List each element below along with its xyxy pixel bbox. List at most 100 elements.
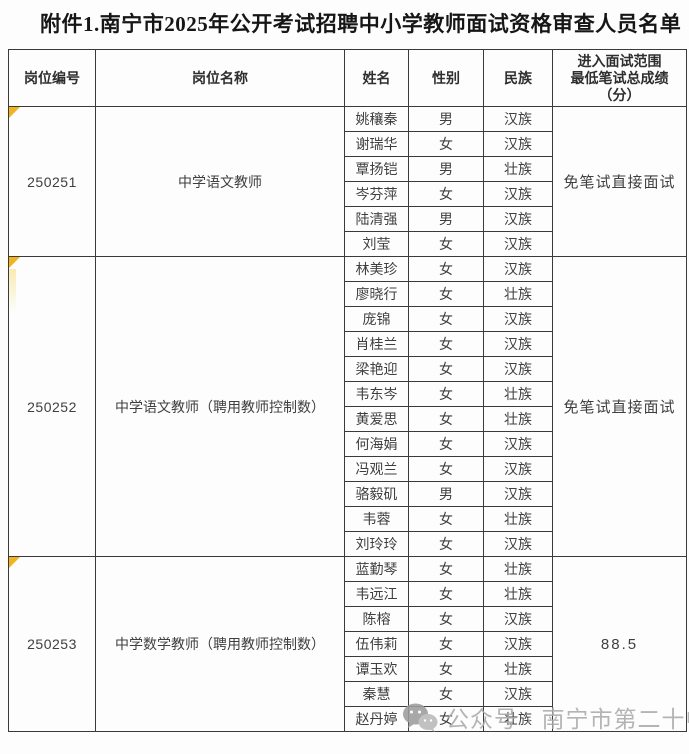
gender-cell: 女 <box>408 706 484 732</box>
position-name-cell: 中学数学教师（聘用教师控制数） <box>95 556 345 732</box>
gender-cell: 女 <box>408 531 484 557</box>
ethnicity-cell: 汉族 <box>483 331 553 357</box>
table-row: 赵丹婷 女 壮族 <box>9 706 687 732</box>
table-row: 谢瑞华 女 汉族 <box>9 131 687 157</box>
name-cell: 刘玲玲 <box>344 531 409 557</box>
name-cell: 姚穰秦 <box>344 106 409 132</box>
ethnicity-cell: 汉族 <box>483 206 553 232</box>
table-row: 韦东岑 女 壮族 <box>9 381 687 407</box>
name-cell: 庞锦 <box>344 306 409 332</box>
ethnicity-cell: 汉族 <box>483 106 553 132</box>
highlight-streak <box>9 269 16 313</box>
name-cell: 秦慧 <box>344 681 409 707</box>
gender-cell: 女 <box>408 581 484 607</box>
ethnicity-cell: 壮族 <box>483 281 553 307</box>
name-cell: 蓝勤琴 <box>344 556 409 582</box>
header-position-code: 岗位编号 <box>8 49 96 107</box>
gender-cell: 女 <box>408 356 484 382</box>
name-cell: 覃扬铠 <box>344 156 409 182</box>
name-cell: 韦远江 <box>344 581 409 607</box>
table-row: 陆清强 男 汉族 <box>9 206 687 232</box>
table-row: 250253 中学数学教师（聘用教师控制数） 蓝勤琴 女 壮族 88.5 <box>8 556 687 732</box>
corner-fold-icon <box>9 557 20 568</box>
ethnicity-cell: 壮族 <box>483 556 553 582</box>
table-row: 刘玲玲 女 汉族 <box>9 531 687 557</box>
gender-cell: 女 <box>408 381 484 407</box>
ethnicity-cell: 汉族 <box>483 456 553 482</box>
table-row: 伍伟莉 女 汉族 <box>9 631 687 657</box>
corner-fold-icon <box>9 107 20 118</box>
table-row: 庞锦 女 汉族 <box>9 306 687 332</box>
name-cell: 刘莹 <box>344 231 409 257</box>
page-title: 附件1.南宁市2025年公开考试招聘中小学教师面试资格审查人员名单 <box>40 12 682 36</box>
position-code: 250252 <box>27 398 77 415</box>
score-cell: 88.5 <box>552 556 687 732</box>
score-cell: 免笔试直接面试 <box>552 256 687 557</box>
ethnicity-cell: 汉族 <box>483 256 553 282</box>
ethnicity-cell: 汉族 <box>483 131 553 157</box>
position-code-cell: 250252 <box>8 256 96 557</box>
ethnicity-cell: 壮族 <box>483 406 553 432</box>
gender-cell: 女 <box>408 406 484 432</box>
ethnicity-cell: 汉族 <box>483 356 553 382</box>
table-row: 岑芬萍 女 汉族 <box>9 181 687 207</box>
header-gender: 性别 <box>408 49 484 107</box>
ethnicity-cell: 壮族 <box>483 381 553 407</box>
score-cell: 免笔试直接面试 <box>552 106 687 257</box>
position-code-cell: 250251 <box>8 106 96 257</box>
name-cell: 肖桂兰 <box>344 331 409 357</box>
header-min-score: 进入面试范围 最低笔试总成绩 （分） <box>552 49 687 107</box>
name-cell: 伍伟莉 <box>344 631 409 657</box>
name-cell: 林美珍 <box>344 256 409 282</box>
position-code-cell: 250253 <box>8 556 96 732</box>
gender-cell: 女 <box>408 431 484 457</box>
ethnicity-cell: 壮族 <box>483 706 553 732</box>
name-cell: 韦蓉 <box>344 506 409 532</box>
gender-cell: 女 <box>408 631 484 657</box>
gender-cell: 女 <box>408 656 484 682</box>
ethnicity-cell: 壮族 <box>483 581 553 607</box>
gender-cell: 女 <box>408 131 484 157</box>
gender-cell: 女 <box>408 256 484 282</box>
gender-cell: 女 <box>408 281 484 307</box>
gender-cell: 女 <box>408 456 484 482</box>
gender-cell: 女 <box>408 681 484 707</box>
ethnicity-cell: 壮族 <box>483 156 553 182</box>
gender-cell: 女 <box>408 606 484 632</box>
gender-cell: 男 <box>408 206 484 232</box>
ethnicity-cell: 汉族 <box>483 306 553 332</box>
gender-cell: 女 <box>408 331 484 357</box>
ethnicity-cell: 汉族 <box>483 681 553 707</box>
name-cell: 梁艳迎 <box>344 356 409 382</box>
corner-fold-icon <box>9 257 20 268</box>
table-row: 肖桂兰 女 汉族 <box>9 331 687 357</box>
name-cell: 陆清强 <box>344 206 409 232</box>
position-name-cell: 中学语文教师 <box>95 106 345 257</box>
header-name: 姓名 <box>344 49 409 107</box>
gender-cell: 女 <box>408 506 484 532</box>
position-name-cell: 中学语文教师（聘用教师控制数） <box>95 256 345 557</box>
header-position-name: 岗位名称 <box>95 49 345 107</box>
ethnicity-cell: 壮族 <box>483 656 553 682</box>
table-row: 刘莹 女 汉族 <box>9 231 687 257</box>
table-row: 250251 中学语文教师 姚穰秦 男 汉族 免笔试直接面试 <box>8 106 687 257</box>
table-row: 陈榕 女 汉族 <box>9 606 687 632</box>
ethnicity-cell: 汉族 <box>483 231 553 257</box>
name-cell: 赵丹婷 <box>344 706 409 732</box>
name-cell: 何海娟 <box>344 431 409 457</box>
ethnicity-cell: 汉族 <box>483 631 553 657</box>
name-cell: 韦东岑 <box>344 381 409 407</box>
table-row: 250252 中学语文教师（聘用教师控制数） 林美珍 女 汉族 免笔试直接面试 <box>8 256 687 557</box>
gender-cell: 男 <box>408 481 484 507</box>
table-row: 梁艳迎 女 汉族 <box>9 356 687 382</box>
gender-cell: 女 <box>408 306 484 332</box>
name-cell: 黄爱思 <box>344 406 409 432</box>
header-row: 岗位编号 岗位名称 姓名 性别 民族 进入面试范围 最低笔试总成绩 （分） <box>8 49 687 107</box>
name-cell: 冯观兰 <box>344 456 409 482</box>
position-code: 250253 <box>27 636 77 652</box>
gender-cell: 女 <box>408 231 484 257</box>
name-cell: 廖晓行 <box>344 281 409 307</box>
name-cell: 谢瑞华 <box>344 131 409 157</box>
ethnicity-cell: 汉族 <box>483 531 553 557</box>
